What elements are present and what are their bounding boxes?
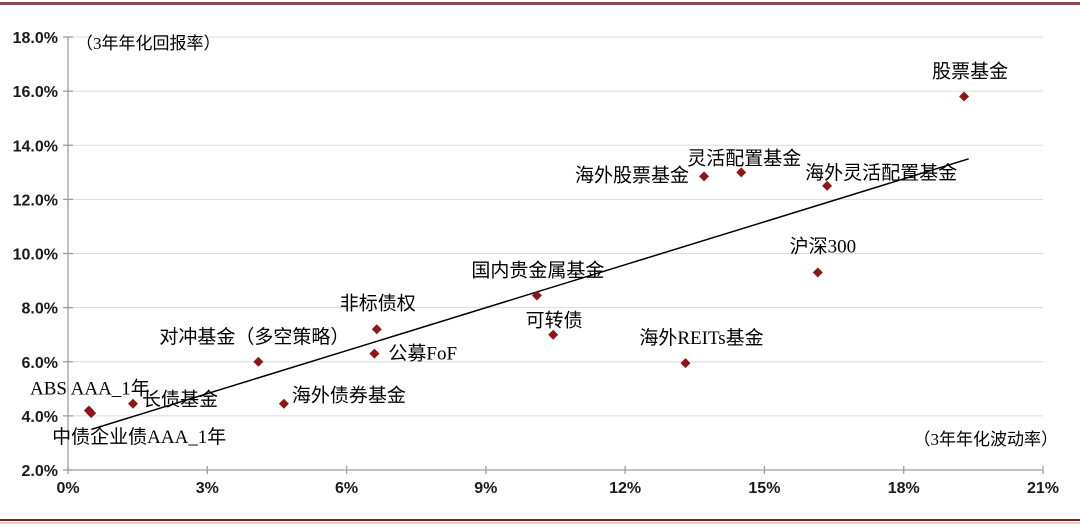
data-point-label: 中债企业债AAA_1年 (52, 426, 226, 448)
data-point-marker (371, 324, 382, 335)
data-point-label: 国内贵金属基金 (471, 259, 604, 281)
data-point-label: 海外灵活配置基金 (805, 162, 957, 184)
data-point-marker (548, 329, 559, 340)
x-tick-label: 18% (888, 480, 920, 497)
data-point-label: 长债基金 (142, 389, 218, 411)
x-tick-label: 15% (748, 480, 780, 497)
trendline (90, 158, 969, 431)
data-point-label: 公募FoF (388, 343, 457, 365)
data-point-label: 股票基金 (932, 61, 1008, 83)
x-tick-label: 3% (196, 480, 219, 497)
x-tick-label: 0% (56, 480, 79, 497)
data-point-marker (822, 180, 833, 191)
data-point-marker (680, 358, 691, 369)
x-tick-label: 6% (335, 480, 358, 497)
data-point-marker (128, 398, 138, 409)
data-point-marker (699, 171, 710, 182)
x-axis-title: （3年年化波动率） (914, 430, 1059, 449)
y-tick-label: 12.0% (13, 192, 58, 209)
x-tick-label: 21% (1027, 480, 1059, 497)
data-point-label: 对冲基金（多空策略） (159, 326, 349, 348)
bottom-border-rule-light (0, 522, 1080, 524)
data-point-marker (531, 290, 542, 301)
data-point-label: 可转债 (526, 310, 583, 332)
y-tick-label: 6.0% (22, 355, 58, 372)
data-point-marker (812, 267, 823, 278)
data-point-marker (736, 167, 747, 178)
data-point-label: 海外股票基金 (575, 164, 689, 186)
x-tick-label: 12% (609, 480, 641, 497)
data-point-label: 海外REITs基金 (639, 327, 763, 349)
data-point-marker (278, 398, 289, 409)
x-tick-label: 9% (474, 480, 497, 497)
y-tick-label: 2.0% (22, 463, 58, 480)
data-point-marker (86, 408, 97, 419)
y-axis-title: （3年年化回报率） (76, 34, 221, 53)
data-point-label: 海外债券基金 (292, 385, 406, 407)
top-border-rule (0, 2, 1080, 5)
data-point-marker (253, 356, 264, 367)
data-point-marker (959, 91, 970, 102)
data-point-label: ABS AAA_1年 (30, 377, 150, 399)
y-tick-label: 10.0% (13, 247, 58, 264)
y-tick-label: 4.0% (22, 409, 58, 426)
y-tick-label: 8.0% (22, 301, 58, 318)
data-point-marker (369, 348, 380, 359)
data-point-label: 灵活配置基金 (687, 147, 801, 169)
y-tick-label: 16.0% (13, 84, 58, 101)
data-point-label: 非标债权 (340, 292, 416, 314)
y-tick-label: 14.0% (13, 138, 58, 155)
y-tick-label: 18.0% (13, 30, 58, 47)
bottom-border-rule-dark (0, 519, 1080, 521)
data-point-label: 沪深300 (790, 235, 857, 257)
